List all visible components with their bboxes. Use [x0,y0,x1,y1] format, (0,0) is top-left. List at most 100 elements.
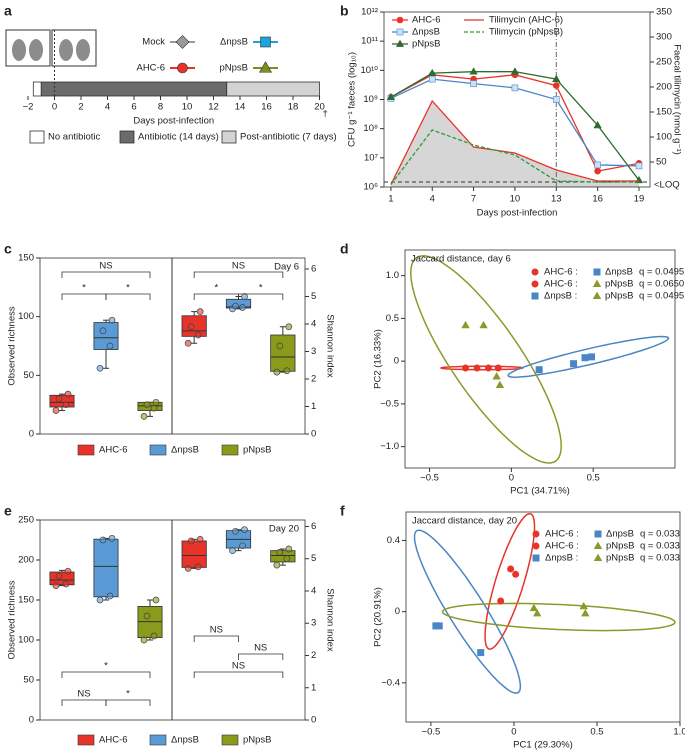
confidence-ellipse [484,512,536,650]
x-tick-label: 6 [131,102,136,113]
mouse [29,39,43,61]
legend-swatch [119,130,135,144]
y-tick-label: 0.5 [386,313,399,324]
data-point [532,609,542,617]
day-label: Day 6 [274,262,299,273]
x-axis-label: Days post-infection [477,208,558,219]
loq-label: <LOQ [654,180,680,191]
data-point [492,372,501,380]
significance-bracket [61,271,151,278]
box [49,394,75,408]
q-value: q = 0.033 [640,529,680,540]
y2-tick-label: 6 [311,264,316,275]
y-tick-label: 10⁷ [364,152,379,163]
data-point [273,561,281,569]
y2-tick-label: 0 [311,715,316,726]
significance-bracket [61,699,107,706]
data-point [535,366,543,374]
data-point [140,636,148,644]
data-point [96,364,104,372]
legend-label: Post-antibiotic (7 days) [240,132,337,143]
y2-tick-label: 3 [311,618,316,629]
x-tick-label: 4 [430,194,435,205]
y2-tick-label: 2 [311,374,316,385]
y2-tick-label: 200 [656,82,672,93]
significance-bracket [105,293,151,300]
legend-marker [260,36,271,48]
data-point [55,395,63,403]
legend-swatch [221,130,237,144]
box [49,571,75,586]
significance-label: NS [77,689,90,700]
legend-label: ΔnpsB [171,445,199,456]
data-point [581,354,589,362]
data-point [108,535,116,542]
data-point [285,545,293,553]
y-tick-label: 10¹⁰ [360,65,378,76]
y2-tick-label: 1 [311,682,316,693]
legend-label: AHC-6 [136,63,165,74]
significance-label: * [82,283,86,294]
data-point [99,536,107,544]
legend-label: ΔnpsB [412,27,440,38]
data-point [232,527,239,535]
data-point [52,407,60,414]
y2-tick-label: 250 [656,57,672,68]
legend-label: pNpsB [606,541,635,552]
significance-label: * [214,283,218,294]
box [93,322,119,350]
x-tick-label: 14 [235,102,246,113]
data-point [594,161,601,169]
legend-marker [396,16,404,24]
legend-marker [531,268,539,276]
y2-tick-label: 100 [656,132,672,143]
data-point [552,74,561,82]
x-tick-label: 16 [261,102,272,113]
legend-marker [395,39,405,47]
y-tick-label: 50 [23,675,34,686]
legend-marker [594,530,602,538]
panel-label: b [340,3,349,19]
panel-label: f [340,503,345,519]
y2-axis-label: Shannon index [324,314,335,378]
significance-label: NS [232,261,245,272]
data-point [470,80,477,87]
data-point [143,612,151,620]
legend-marker [177,62,188,74]
y-tick-label: 1.0 [386,270,399,281]
legend-swatch [77,444,95,456]
area [390,101,639,187]
legend-label: pNpsB [219,63,248,74]
legend-marker [531,292,539,300]
y2-tick-label: 350 [656,7,672,18]
x-tick-label: 10 [182,102,193,113]
q-value: q = 0.033 [640,553,680,564]
mouse [76,39,90,61]
x-tick-label: 0 [511,727,516,738]
data-point [184,565,192,572]
y-tick-label: 0 [29,715,34,726]
legend-marker [532,530,540,538]
x-tick-label: −0.5 [420,473,439,484]
series-line [390,99,639,185]
x-tick-label: −2 [23,102,34,113]
confidence-ellipse [413,529,522,694]
legend-marker [396,28,404,36]
y-tick-label: 0.4 [387,535,400,546]
legend-marker [593,268,601,276]
data-point [552,96,560,103]
data-point [428,68,437,77]
legend-label: ΔnpsB : [545,553,578,564]
y-axis-label: Observed richness [7,580,18,659]
data-point [143,401,151,409]
y-tick-label: −0.5 [380,398,399,409]
data-point [510,67,520,75]
data-point [187,537,195,545]
data-point [276,548,284,556]
y2-tick-label: 4 [311,585,316,596]
data-point [187,323,195,331]
legend-label: AHC-6 [99,735,128,746]
data-point [106,342,114,350]
data-point [96,596,104,604]
series-line [390,129,639,185]
